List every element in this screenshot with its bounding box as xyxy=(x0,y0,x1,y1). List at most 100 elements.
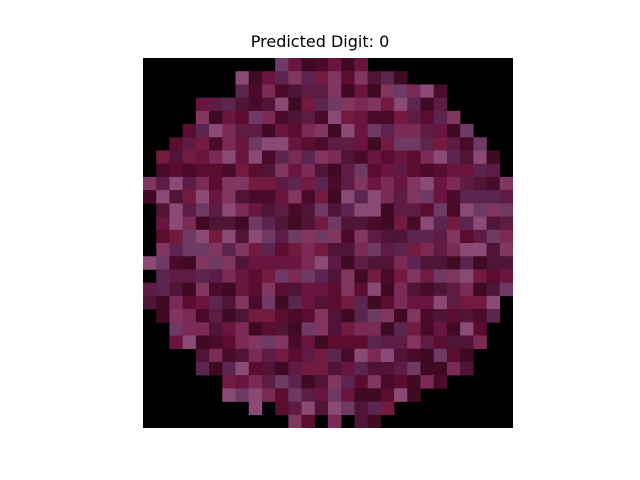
image-pixel xyxy=(460,203,474,217)
image-pixel xyxy=(328,137,342,151)
image-pixel xyxy=(328,348,342,363)
image-pixel xyxy=(235,163,250,178)
image-pixel xyxy=(380,97,395,112)
image-pixel xyxy=(394,309,408,323)
image-pixel xyxy=(169,322,183,336)
image-pixel xyxy=(275,124,289,138)
image-pixel xyxy=(420,163,435,178)
image-pixel xyxy=(195,361,210,376)
image-pixel xyxy=(195,190,210,204)
image-pixel xyxy=(261,137,276,151)
image-pixel xyxy=(314,190,329,204)
image-pixel xyxy=(499,229,513,244)
image-pixel xyxy=(380,84,395,98)
image-pixel xyxy=(288,348,302,363)
image-pixel xyxy=(407,361,421,376)
image-pixel xyxy=(301,309,316,323)
image-pixel xyxy=(195,322,210,336)
image-pixel xyxy=(222,309,236,323)
image-pixel xyxy=(182,190,197,204)
image-pixel xyxy=(407,110,421,125)
image-pixel xyxy=(460,243,474,257)
image-pixel xyxy=(288,414,302,428)
image-pixel xyxy=(156,190,170,204)
image-pixel xyxy=(354,282,368,297)
image-pixel xyxy=(288,71,302,85)
image-pixel xyxy=(341,243,355,257)
image-pixel xyxy=(209,110,223,125)
image-pixel xyxy=(367,295,382,310)
image-pixel xyxy=(248,256,263,270)
image-pixel xyxy=(275,71,289,85)
image-pixel xyxy=(460,282,474,297)
image-pixel xyxy=(433,348,448,363)
image-pixel xyxy=(460,322,474,336)
image-pixel xyxy=(433,110,448,125)
image-pixel xyxy=(394,97,408,112)
image-pixel xyxy=(367,229,382,244)
image-pixel xyxy=(460,269,474,283)
image-pixel xyxy=(460,190,474,204)
image-pixel xyxy=(354,203,368,217)
image-pixel xyxy=(261,361,276,376)
image-pixel xyxy=(420,110,435,125)
image-pixel xyxy=(275,335,289,350)
image-pixel xyxy=(235,295,250,310)
image-pixel xyxy=(275,163,289,178)
image-pixel xyxy=(380,256,395,270)
image-pixel xyxy=(433,84,448,98)
image-pixel xyxy=(235,110,250,125)
image-pixel xyxy=(328,229,342,244)
image-pixel xyxy=(433,361,448,376)
image-pixel xyxy=(407,269,421,283)
image-pixel xyxy=(209,243,223,257)
image-pixel xyxy=(433,216,448,231)
image-pixel xyxy=(222,375,236,389)
image-pixel xyxy=(433,269,448,283)
image-pixel xyxy=(288,243,302,257)
image-pixel xyxy=(420,243,435,257)
image-pixel xyxy=(248,361,263,376)
image-pixel xyxy=(275,137,289,151)
image-pixel xyxy=(261,229,276,244)
image-pixel xyxy=(261,269,276,283)
image-pixel xyxy=(301,375,316,389)
image-pixel xyxy=(394,190,408,204)
image-pixel xyxy=(433,137,448,151)
image-pixel xyxy=(420,375,435,389)
image-pixel xyxy=(248,110,263,125)
image-pixel xyxy=(460,137,474,151)
image-pixel xyxy=(328,322,342,336)
image-pixel xyxy=(248,243,263,257)
image-pixel xyxy=(156,216,170,231)
image-pixel xyxy=(288,229,302,244)
image-pixel xyxy=(275,269,289,283)
image-pixel xyxy=(235,137,250,151)
image-pixel xyxy=(328,110,342,125)
image-pixel xyxy=(301,361,316,376)
image-pixel xyxy=(394,361,408,376)
image-pixel xyxy=(420,84,435,98)
image-pixel xyxy=(367,401,382,416)
image-pixel xyxy=(354,71,368,85)
image-pixel xyxy=(499,269,513,283)
image-pixel xyxy=(354,243,368,257)
image-pixel xyxy=(380,269,395,283)
image-pixel xyxy=(420,229,435,244)
image-pixel xyxy=(261,348,276,363)
image-pixel xyxy=(446,124,461,138)
image-pixel xyxy=(182,163,197,178)
image-pixel xyxy=(354,190,368,204)
image-pixel xyxy=(446,176,461,191)
image-pixel xyxy=(420,309,435,323)
image-pixel xyxy=(433,203,448,217)
image-pixel xyxy=(420,348,435,363)
image-pixel xyxy=(261,84,276,98)
image-pixel xyxy=(314,110,329,125)
image-pixel xyxy=(328,163,342,178)
image-pixel xyxy=(394,295,408,310)
image-pixel xyxy=(341,163,355,178)
image-pixel xyxy=(195,97,210,112)
image-pixel xyxy=(394,256,408,270)
image-pixel xyxy=(446,216,461,231)
